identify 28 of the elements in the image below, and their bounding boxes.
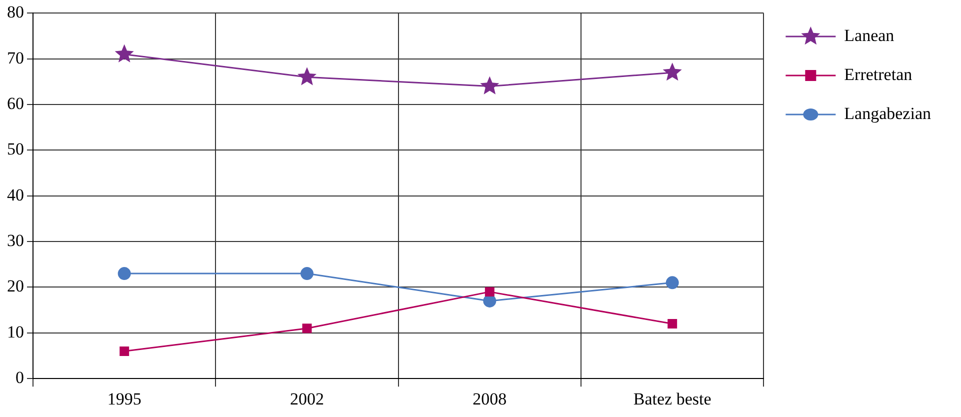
x-tick-label: 1995 xyxy=(107,389,142,408)
legend-label: Lanean xyxy=(844,26,895,45)
x-tick-label: Batez beste xyxy=(633,389,712,408)
y-tick-label: 70 xyxy=(7,48,24,68)
x-tick-label: 2002 xyxy=(290,389,324,408)
y-tick-label: 20 xyxy=(7,276,24,296)
point xyxy=(668,319,678,329)
y-tick-label: 10 xyxy=(7,322,24,342)
point xyxy=(114,44,134,62)
y-tick-label: 30 xyxy=(7,231,24,250)
y-tick-label: 40 xyxy=(7,185,24,204)
point xyxy=(118,267,131,280)
point xyxy=(480,76,500,94)
point xyxy=(297,67,317,86)
y-tick-label: 50 xyxy=(7,140,24,159)
point xyxy=(120,346,130,356)
x-tick-label: 2008 xyxy=(472,389,507,408)
point xyxy=(302,324,312,334)
point xyxy=(666,276,679,290)
point xyxy=(662,62,682,81)
y-tick-label: 80 xyxy=(7,2,24,22)
legend-label: Erretretan xyxy=(844,64,913,84)
point xyxy=(484,287,494,297)
legend-label: Langabezian xyxy=(844,104,932,123)
y-tick-label: 60 xyxy=(7,94,24,114)
point xyxy=(300,267,314,280)
y-tick-label: 0 xyxy=(16,368,24,388)
point xyxy=(483,294,496,308)
